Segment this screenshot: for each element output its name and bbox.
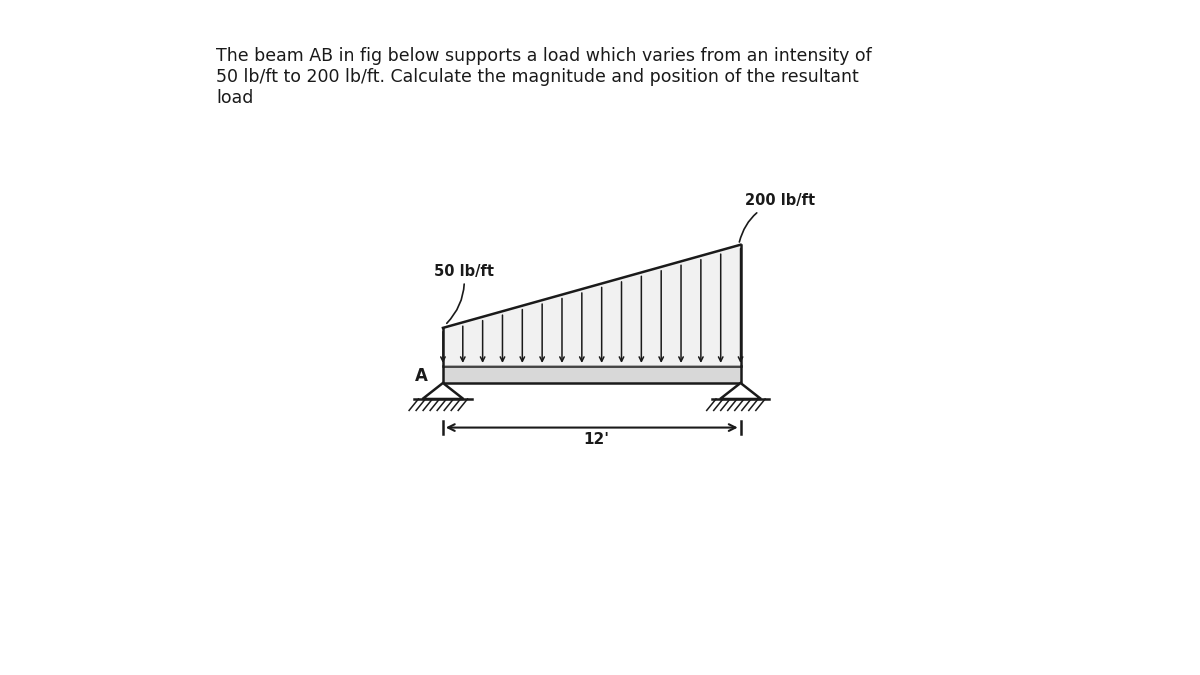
Text: A: A	[415, 367, 428, 385]
Text: 50 lb/ft: 50 lb/ft	[433, 263, 493, 323]
Text: 12': 12'	[583, 432, 610, 447]
Bar	[443, 367, 740, 383]
Text: The beam AB in fig below supports a load which varies from an intensity of
50 lb: The beam AB in fig below supports a load…	[216, 47, 871, 107]
Text: 200 lb/ft: 200 lb/ft	[739, 193, 815, 242]
Polygon shape	[720, 383, 761, 399]
Polygon shape	[443, 245, 740, 367]
Polygon shape	[422, 383, 463, 399]
